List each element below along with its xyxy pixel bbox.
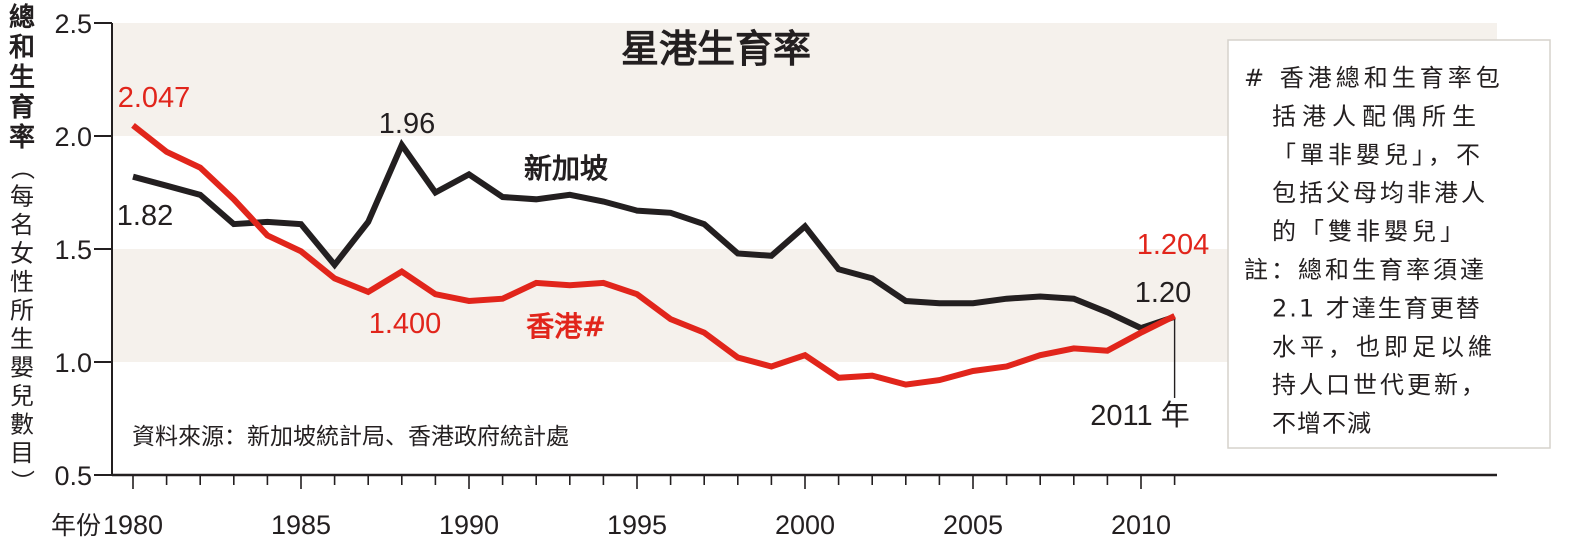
annotation-year-2011: 2011 年 (1090, 399, 1189, 432)
y-tick-label: 1.0 (54, 348, 92, 378)
note-line: 水平，也即足以維 (1272, 333, 1496, 361)
series-line-singapore (132, 138, 1176, 332)
annotation-hk-1980: 2.047 (118, 82, 191, 114)
note-line: 「單非嬰兒」，不 (1272, 141, 1484, 169)
note-line: 不增不減 (1272, 410, 1372, 438)
x-tick-label: 1990 (439, 510, 499, 540)
y-axis-title-char: 育 (9, 92, 35, 123)
y-axis-subtitle-char: （ (8, 156, 36, 180)
y-axis-title-char: 生 (9, 63, 35, 93)
note-line: # 香港總和生育率包 (1244, 64, 1504, 92)
x-tick-label: 2005 (943, 510, 1003, 540)
chart-title: 星港生育率 (621, 27, 811, 71)
note-line: 註：總和生育率須達 (1244, 256, 1487, 284)
y-tick-label: 2.0 (54, 122, 92, 152)
y-axis-subtitle-char: 數 (10, 411, 34, 439)
y-axis-title-char: 和 (9, 33, 35, 63)
y-axis-subtitle-char: ） (8, 470, 36, 494)
annotation-sg-2011: 1.20 (1135, 277, 1191, 309)
series-label-singapore: 新加坡 (524, 152, 608, 185)
y-tick-label: 2.5 (54, 9, 92, 39)
y-axis-subtitle-char: 兒 (10, 382, 34, 410)
x-tick-label: 1980 (103, 510, 163, 540)
y-axis-subtitle-char: 女 (10, 240, 34, 268)
y-tick-label: 1.5 (54, 235, 92, 265)
y-axis-subtitle-char: 目 (10, 439, 34, 467)
x-tick-label: 1985 (271, 510, 331, 540)
note-line: 持人口世代更新， (1272, 371, 1488, 399)
annotation-hk-2011: 1.204 (1137, 229, 1210, 261)
y-axis-subtitle-char: 所 (10, 297, 34, 325)
y-axis-subtitle-char: 名 (10, 211, 34, 239)
series-line-hongkong (131, 123, 1176, 388)
note-line: 的「雙非嬰兒」 (1272, 218, 1468, 246)
source-note: 資料來源：新加坡統計局、香港政府統計處 (132, 424, 569, 450)
annotation-sg-1980: 1.82 (117, 200, 173, 232)
x-tick-label: 2000 (775, 510, 835, 540)
y-axis-subtitle-char: 每 (10, 183, 34, 211)
note-box (1227, 39, 1551, 449)
annotation-sg-1988: 1.96 (379, 108, 435, 140)
note-line: 2.1 才達生育更替 (1272, 294, 1482, 322)
note-line: 包括父母均非港人 (1272, 179, 1488, 207)
y-axis-subtitle-char: 性 (10, 268, 34, 296)
y-tick-label: 0.5 (54, 461, 92, 491)
y-axis-subtitle-char: 生 (10, 325, 34, 353)
x-tick-label: 1995 (607, 510, 667, 540)
annotation-hk-1988: 1.400 (369, 308, 442, 340)
note-line: 括港人配偶所生 (1272, 102, 1482, 130)
x-axis-label: 年份 (51, 511, 101, 540)
series-label-hongkong: 香港# (526, 310, 605, 343)
x-tick-label: 2010 (1111, 510, 1171, 540)
y-axis-title-char: 總 (9, 2, 35, 33)
y-axis-subtitle-char: 嬰 (10, 354, 34, 382)
y-axis-title-char: 率 (9, 122, 35, 153)
